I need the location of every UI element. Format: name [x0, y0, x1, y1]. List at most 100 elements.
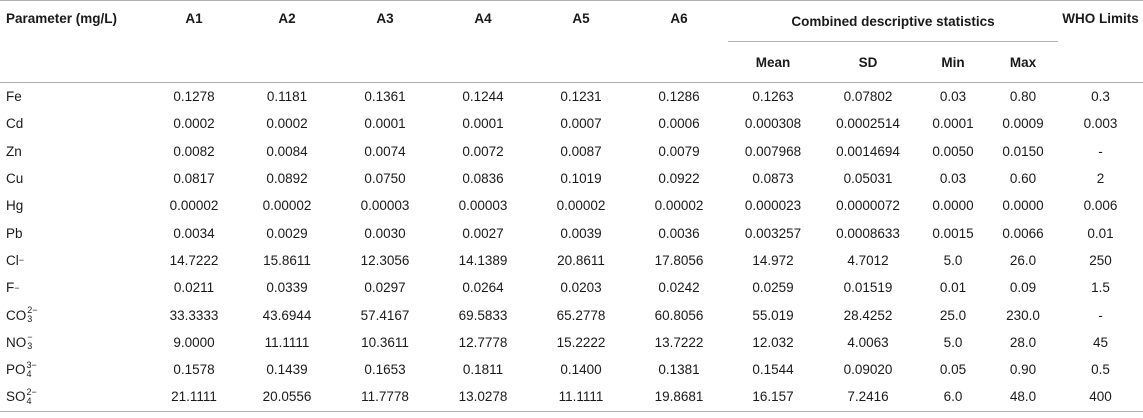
sd-cell: 7.2416	[818, 383, 918, 412]
header-a6: A6	[630, 0, 728, 83]
a5-cell: 0.0087	[560, 143, 602, 159]
header-combined-statistics: Combined descriptive statistics	[728, 0, 1058, 42]
parameter-cell: Cd	[0, 110, 150, 137]
parameter-cell: NO −3	[0, 329, 150, 356]
a1-cell: 0.0034	[173, 225, 215, 241]
formula-charge: −	[27, 332, 33, 343]
parameter-cell: Hg	[0, 192, 150, 219]
a6-cell: 0.00002	[654, 198, 704, 214]
a1-cell: 0.1278	[173, 89, 215, 105]
parameter-cell: Zn	[0, 138, 150, 165]
a5-cell: 15.2222	[556, 334, 606, 350]
mean-cell: 0.003257	[744, 225, 802, 241]
formula-base: NO	[6, 334, 27, 350]
a4-cell: 0.0001	[462, 116, 504, 132]
a6-cell: 17.8056	[654, 252, 704, 268]
a3-cell: 0.0030	[364, 225, 406, 241]
min-cell: 0.0015	[932, 225, 974, 241]
parameter-cell: Pb	[0, 219, 150, 246]
table-row: Pb 0.0034 0.0029 0.0030 0.0027 0.0039 0.0036 0.…	[0, 219, 1143, 246]
mean-cell: 0.1263	[752, 89, 794, 105]
a6-cell: 60.8056	[654, 307, 704, 323]
formula-base: Cd	[6, 116, 24, 132]
mean-cell: 16.157	[728, 383, 818, 412]
a4-cell: 12.7778	[458, 334, 508, 350]
sd-cell: 4.7012	[847, 252, 889, 268]
a3-cell: 0.0001	[364, 116, 406, 132]
a2-cell: 43.6944	[262, 307, 312, 323]
a1-cell: 0.1578	[173, 362, 215, 378]
parameter-formula: Cd	[6, 116, 23, 131]
a2-cell: 15.8611	[263, 252, 311, 268]
header-a4: A4	[434, 0, 532, 83]
min-cell: 0.0001	[932, 116, 974, 132]
sd-cell: 0.05031	[843, 171, 893, 187]
a2-cell: 0.1439	[266, 362, 308, 378]
a6-cell: 0.0006	[658, 116, 700, 132]
who-limit-cell: 0.006	[1083, 198, 1118, 214]
max-cell: 230.0	[1006, 307, 1040, 323]
who-limit-cell: -	[1098, 143, 1103, 159]
min-cell: 0.0050	[932, 143, 974, 159]
formula-subscript: 3	[27, 314, 33, 325]
formula-charge-stack: 2− 4	[26, 386, 37, 406]
header-min: Min	[918, 41, 988, 83]
a5-cell: 0.0203	[560, 280, 602, 296]
a5-cell: 0.1231	[560, 89, 602, 105]
formula-charge: 2−	[26, 386, 37, 397]
formula-base: SO	[6, 389, 26, 405]
max-cell: 0.0150	[1002, 143, 1044, 159]
parameter-formula: NO −3	[6, 333, 33, 351]
a3-cell: 12.3056	[360, 252, 410, 268]
min-cell: 5.0	[943, 334, 963, 350]
max-cell: 48.0	[988, 383, 1058, 412]
parameter-formula: Zn	[6, 144, 22, 159]
header-a5: A5	[532, 0, 630, 83]
a2-cell: 0.0029	[266, 225, 308, 241]
max-cell: 26.0	[1009, 252, 1037, 268]
a4-cell: 0.0836	[462, 171, 504, 187]
mean-cell: 12.032	[752, 334, 794, 350]
parameter-formula: Hg	[6, 198, 23, 213]
formula-charge: 3−	[26, 359, 37, 370]
a2-cell: 0.00002	[262, 198, 312, 214]
parameter-formula: F −	[6, 280, 20, 296]
a2-cell: 0.0084	[266, 143, 308, 159]
formula-base: PO	[6, 362, 26, 378]
a3-cell: 11.7778	[336, 383, 434, 412]
formula-base: Cu	[6, 171, 24, 187]
a6-cell: 0.0036	[658, 225, 700, 241]
parameter-cell: PO 3− 4	[0, 356, 150, 383]
table-row: PO 3− 4 0.1578 0.1439 0.1653 0.1811 0.1400 0.138…	[0, 356, 1143, 383]
a1-cell: 0.0002	[173, 116, 215, 132]
mean-cell: 0.0873	[752, 171, 794, 187]
parameter-formula: Pb	[6, 226, 23, 241]
a1-cell: 33.3333	[169, 307, 219, 323]
mean-cell: 0.000023	[744, 198, 802, 214]
who-limit-cell: 0.5	[1091, 362, 1110, 378]
min-cell: 0.05	[939, 362, 967, 378]
who-limit-cell: -	[1098, 307, 1103, 323]
sd-cell: 0.09020	[843, 362, 893, 378]
a5-cell: 20.8611	[557, 252, 605, 268]
formula-subscript: 3	[27, 341, 33, 352]
sd-cell: 0.0008633	[836, 225, 900, 241]
header-mean: Mean	[728, 41, 818, 83]
min-cell: 0.01	[939, 280, 967, 296]
table-row: SO 2− 4 21.1111 20.0556 11.7778 13.0278 11.1111…	[0, 383, 1143, 412]
mean-cell: 0.0259	[752, 280, 794, 296]
header-sd: SD	[818, 41, 918, 83]
mean-cell: 14.972	[752, 252, 794, 268]
header-parameter: Parameter (mg/L)	[0, 0, 150, 83]
a2-cell: 0.0892	[266, 171, 308, 187]
a4-cell: 0.1244	[462, 89, 504, 105]
sd-cell: 28.4252	[843, 307, 893, 323]
a3-cell: 0.00003	[360, 198, 410, 214]
who-limit-cell: 250	[1089, 252, 1112, 268]
table-body: Fe 0.1278 0.1181 0.1361 0.1244 0.1231 0.1286 0.…	[0, 83, 1143, 412]
a1-cell: 0.0817	[173, 171, 215, 187]
formula-subscript: 4	[26, 395, 32, 406]
a4-cell: 0.0027	[462, 225, 504, 241]
sd-cell: 4.0063	[847, 334, 889, 350]
a4-cell: 0.00003	[458, 198, 508, 214]
